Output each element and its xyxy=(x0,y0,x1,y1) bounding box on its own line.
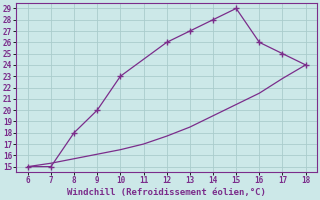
X-axis label: Windchill (Refroidissement éolien,°C): Windchill (Refroidissement éolien,°C) xyxy=(67,188,266,197)
